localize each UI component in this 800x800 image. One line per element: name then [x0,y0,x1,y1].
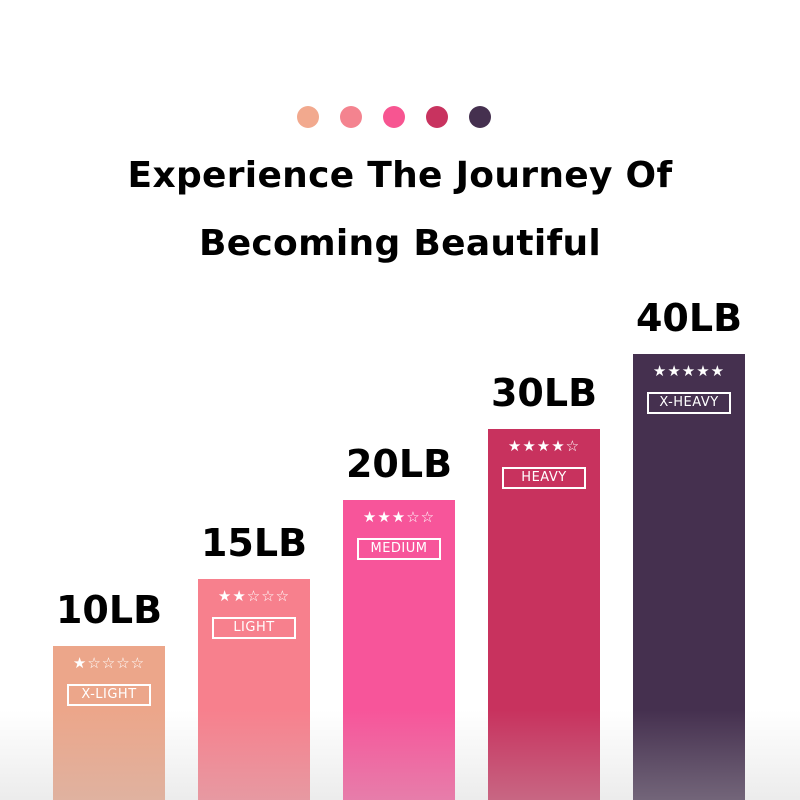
title-line-1: Experience The Journey Of [127,155,673,196]
band-bar: ★★☆☆☆ LIGHT [198,579,310,800]
weight-label: 20LB [345,442,453,486]
color-dot [383,106,405,128]
level-badge: MEDIUM [357,538,441,560]
band-bar: ★★★★☆ HEAVY [488,429,600,800]
weight-label: 40LB [635,296,743,340]
level-badge: X-HEAVY [647,392,731,414]
weight-label: 10LB [55,588,163,632]
color-dot [426,106,448,128]
weight-label: 15LB [200,521,308,565]
star-rating: ★★★★☆ [507,437,581,455]
star-rating: ★★☆☆☆ [217,587,291,605]
band-bar: ★★★☆☆ MEDIUM [343,500,455,800]
level-badge: HEAVY [502,467,586,489]
level-badge: LIGHT [212,617,296,639]
level-badge: X-LIGHT [67,684,151,706]
color-dot [340,106,362,128]
star-rating: ★★★★★ [652,362,726,380]
star-rating: ★★★☆☆ [362,508,436,526]
title-line-2: Becoming Beautiful [198,223,602,264]
band-bar: ★★★★★ X-HEAVY [633,354,745,800]
weight-label: 30LB [490,371,598,415]
color-dot [469,106,491,128]
band-bar: ★☆☆☆☆ X-LIGHT [53,646,165,800]
color-dot [297,106,319,128]
star-rating: ★☆☆☆☆ [72,654,146,672]
